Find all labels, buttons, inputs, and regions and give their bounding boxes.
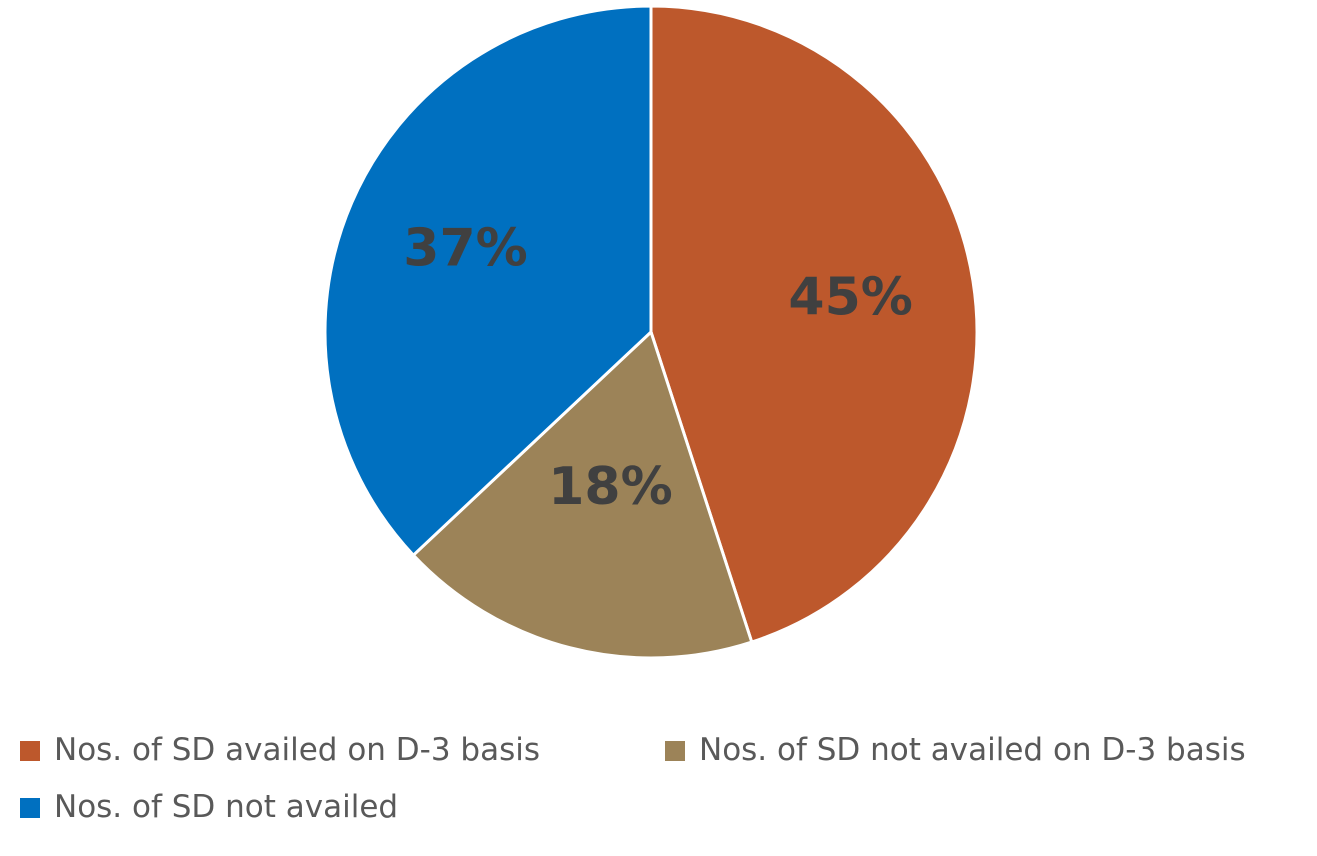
data-label-not-availed-d3: 18% xyxy=(548,457,672,517)
pie-data-labels: 45% 18% 37% xyxy=(403,219,913,517)
legend-swatch-not-availed xyxy=(20,797,40,818)
data-label-not-availed: 37% xyxy=(403,219,527,279)
data-label-availed-d3: 45% xyxy=(788,267,912,327)
legend-swatch-availed-d3 xyxy=(20,740,40,761)
legend-item-availed-d3: Nos. of SD availed on D-3 basis xyxy=(20,735,540,766)
legend-swatch-not-availed-d3 xyxy=(665,740,685,761)
legend-item-not-availed-d3: Nos. of SD not availed on D-3 basis xyxy=(665,735,1246,766)
legend-item-not-availed: Nos. of SD not availed xyxy=(20,792,398,823)
pie-slice-not-availed xyxy=(323,4,653,557)
legend-label-not-availed-d3: Nos. of SD not availed on D-3 basis xyxy=(699,732,1246,768)
pie-slice-not-availed-d3 xyxy=(411,330,754,660)
pie-chart: 45% 18% 37% xyxy=(323,4,979,660)
pie-slices xyxy=(323,4,979,660)
legend-label-availed-d3: Nos. of SD availed on D-3 basis xyxy=(54,732,541,768)
pie-slice-availed-d3 xyxy=(649,4,979,644)
legend-label-not-availed: Nos. of SD not availed xyxy=(54,789,399,825)
